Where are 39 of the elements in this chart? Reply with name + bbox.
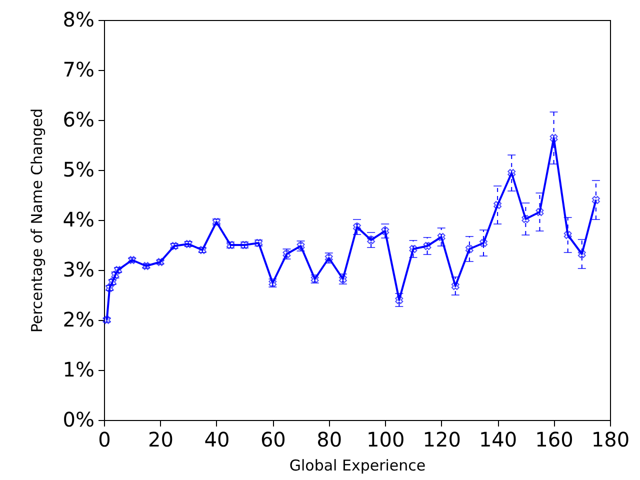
point — [494, 201, 502, 209]
x-tick-label: 120 — [422, 428, 461, 452]
x-tick-label: 20 — [148, 428, 174, 452]
point — [564, 231, 572, 239]
point — [353, 223, 361, 231]
x-tick-label: 80 — [316, 428, 342, 452]
x-tick-label: 160 — [535, 428, 574, 452]
point — [522, 215, 530, 223]
x-tick-label: 100 — [366, 428, 405, 452]
y-tick-label: 3% — [62, 258, 94, 282]
y-tick-label: 2% — [62, 308, 94, 332]
point — [536, 208, 544, 216]
point — [409, 245, 418, 253]
x-axis-title: Global Experience — [289, 456, 426, 474]
y-tick-label: 6% — [62, 108, 94, 132]
point — [550, 134, 558, 142]
x-tick-label: 60 — [260, 428, 286, 452]
y-axis-title: Percentage of Name Changed — [28, 108, 46, 333]
point — [592, 196, 600, 204]
x-tick-label: 180 — [591, 428, 630, 452]
point — [395, 296, 404, 304]
x-tick-label: 0 — [98, 428, 111, 452]
y-tick-label: 1% — [62, 358, 94, 382]
point — [437, 233, 446, 241]
y-tick-label: 5% — [62, 158, 94, 182]
y-tick-label: 8% — [62, 8, 94, 32]
y-tick-label: 4% — [62, 208, 94, 232]
point — [578, 250, 586, 258]
y-tick-label: 0% — [62, 408, 94, 432]
x-tick-label: 140 — [478, 428, 518, 452]
point — [480, 239, 488, 247]
point — [381, 227, 390, 235]
point — [423, 242, 432, 250]
y-tick-label: 7% — [62, 58, 94, 82]
point — [508, 169, 516, 177]
point — [465, 245, 474, 253]
point — [451, 282, 460, 290]
point — [367, 236, 376, 244]
x-tick-label: 40 — [204, 428, 230, 452]
